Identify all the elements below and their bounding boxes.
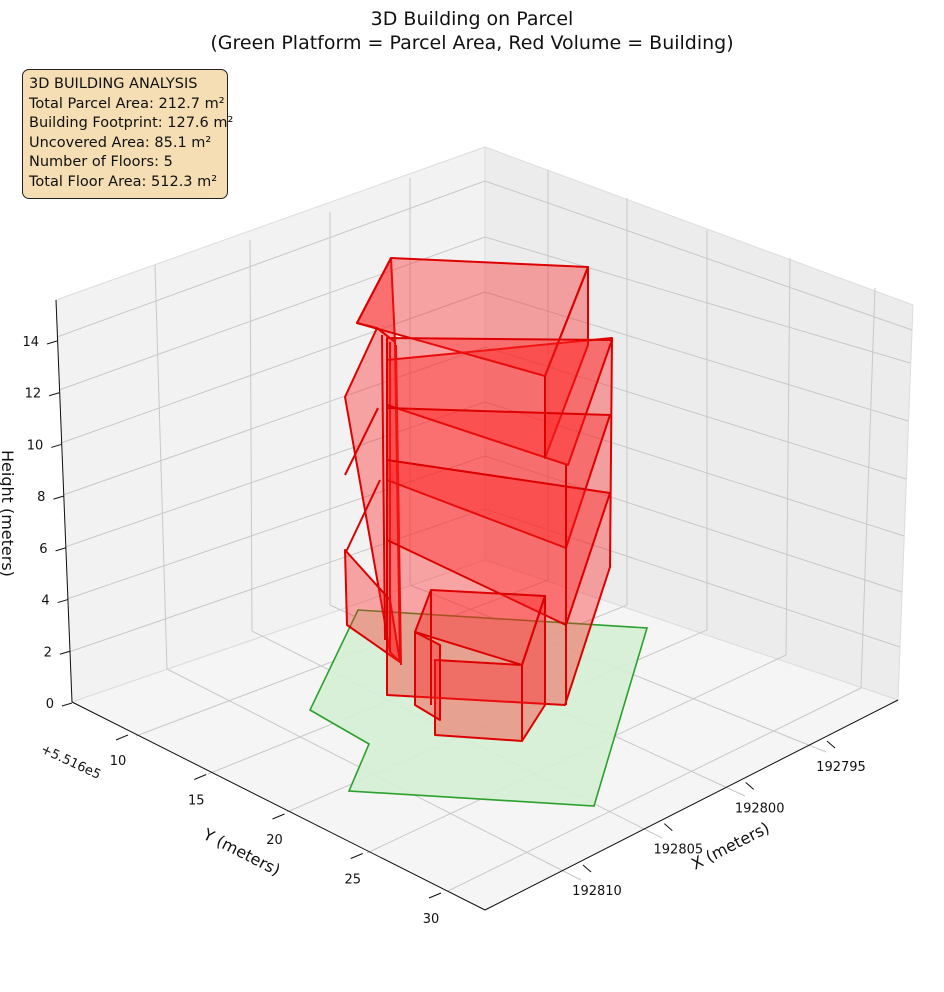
analysis-info-box: 3D BUILDING ANALYSIS Total Parcel Area: … bbox=[22, 69, 234, 199]
y-tick-label: 15 bbox=[188, 794, 205, 809]
grid-line bbox=[484, 401, 905, 537]
y-tick-label: 10 bbox=[110, 754, 127, 769]
x-tick-mark bbox=[582, 864, 592, 873]
z-tick-label: 10 bbox=[27, 438, 44, 453]
grid-line bbox=[58, 236, 486, 391]
grid-line bbox=[484, 508, 901, 648]
building-edge bbox=[381, 334, 386, 641]
building-face bbox=[521, 595, 546, 742]
building-edge bbox=[395, 344, 402, 666]
grid-line bbox=[484, 455, 903, 593]
grid-line bbox=[154, 264, 168, 670]
info-heading: 3D BUILDING ANALYSIS bbox=[29, 76, 198, 92]
grid-line bbox=[484, 346, 907, 480]
y-tick-mark bbox=[428, 892, 442, 899]
grid-line bbox=[68, 508, 486, 653]
grid-line bbox=[249, 239, 253, 632]
z-axis: 0 2 4 6 8 10 12 14 bbox=[22, 299, 73, 712]
chart-title-line1: 3D Building on Parcel bbox=[371, 8, 574, 30]
building-face bbox=[386, 337, 613, 466]
x-tick-label: 192805 bbox=[654, 843, 704, 858]
z-axis-label: Height (meters) bbox=[0, 450, 17, 577]
z-tick-label: 4 bbox=[41, 594, 49, 609]
z-tick-label: 8 bbox=[37, 490, 45, 505]
z-tick-mark bbox=[48, 392, 60, 397]
x-axis-line bbox=[484, 699, 899, 911]
building-edge bbox=[345, 479, 381, 553]
y-tick-label: 20 bbox=[266, 833, 283, 848]
z-tick-mark bbox=[55, 547, 66, 552]
x-tick-mark bbox=[745, 781, 754, 790]
grid-line bbox=[64, 401, 486, 548]
y-tick-mark bbox=[272, 813, 285, 820]
x-tick-mark bbox=[664, 823, 673, 832]
y-tick-label: 30 bbox=[423, 912, 440, 927]
building-volume bbox=[344, 257, 613, 742]
grid-line bbox=[860, 287, 876, 689]
info-parcel-area: Total Parcel Area: 212.7 m² bbox=[29, 95, 225, 112]
grid-line bbox=[66, 455, 486, 600]
info-uncovered-area: Uncovered Area: 85.1 m² bbox=[29, 134, 212, 151]
y-axis-line bbox=[71, 701, 486, 911]
z-tick-mark bbox=[51, 443, 62, 448]
info-building-footprint: Building Footprint: 127.6 m² bbox=[29, 115, 234, 131]
y-tick-mark bbox=[115, 734, 129, 741]
grid-line bbox=[484, 291, 909, 422]
building-face bbox=[414, 631, 441, 721]
x-tick-label: 192810 bbox=[572, 884, 622, 899]
x-tick-mark bbox=[826, 740, 836, 749]
z-tick-mark bbox=[53, 495, 64, 500]
info-total-floor-area: Total Floor Area: 512.3 m² bbox=[29, 173, 218, 190]
grid-line bbox=[484, 236, 911, 364]
z-tick-label: 6 bbox=[39, 542, 47, 557]
z-tick-mark bbox=[46, 340, 58, 345]
grid-line bbox=[447, 687, 862, 892]
chart-title-line2: (Green Platform = Parcel Area, Red Volum… bbox=[210, 32, 733, 54]
grid-line bbox=[62, 346, 486, 496]
y-tick-label: 25 bbox=[344, 873, 361, 888]
grid-line bbox=[60, 291, 486, 444]
y-tick-mark bbox=[350, 853, 363, 859]
info-number-of-floors: Number of Floors: 5 bbox=[29, 154, 173, 170]
grid-line bbox=[484, 180, 913, 331]
z-tick-mark bbox=[59, 650, 71, 655]
z-tick-label: 12 bbox=[25, 387, 42, 402]
y-tick-mark bbox=[194, 774, 207, 780]
x-tick-label: 192795 bbox=[816, 760, 866, 775]
grid-line bbox=[56, 180, 486, 338]
z-tick-label: 2 bbox=[44, 645, 52, 660]
building-face bbox=[434, 659, 523, 742]
building-edge bbox=[344, 407, 379, 476]
z-tick-mark bbox=[57, 599, 68, 604]
z-axis-line bbox=[55, 299, 73, 703]
z-tick-label: 0 bbox=[46, 697, 54, 712]
z-tick-mark bbox=[61, 702, 73, 707]
grid-line bbox=[785, 257, 791, 656]
x-tick-label: 192800 bbox=[735, 801, 785, 816]
z-tick-label: 14 bbox=[22, 335, 39, 350]
y-offset-label: +5.516e5 bbox=[38, 742, 103, 783]
